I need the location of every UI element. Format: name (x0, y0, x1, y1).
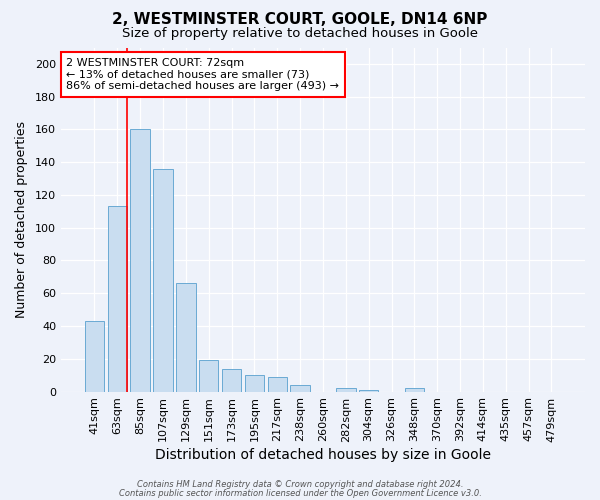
Bar (130, 130, 150, 392)
Bar (154, 168, 173, 392)
Bar (245, 375, 264, 392)
Y-axis label: Number of detached properties: Number of detached properties (15, 121, 28, 318)
Text: Contains public sector information licensed under the Open Government Licence v3: Contains public sector information licen… (119, 490, 481, 498)
X-axis label: Distribution of detached houses by size in Goole: Distribution of detached houses by size … (155, 448, 491, 462)
Bar (359, 390, 379, 392)
Bar (222, 368, 241, 392)
Bar (268, 377, 287, 392)
Text: Size of property relative to detached houses in Goole: Size of property relative to detached ho… (122, 28, 478, 40)
Bar (290, 385, 310, 392)
Text: 2, WESTMINSTER COURT, GOOLE, DN14 6NP: 2, WESTMINSTER COURT, GOOLE, DN14 6NP (112, 12, 488, 28)
Bar (199, 360, 218, 392)
Bar (176, 284, 196, 392)
Bar (107, 206, 127, 392)
Text: Contains HM Land Registry data © Crown copyright and database right 2024.: Contains HM Land Registry data © Crown c… (137, 480, 463, 489)
Text: 2 WESTMINSTER COURT: 72sqm
← 13% of detached houses are smaller (73)
86% of semi: 2 WESTMINSTER COURT: 72sqm ← 13% of deta… (66, 58, 339, 91)
Bar (404, 388, 424, 392)
Bar (336, 388, 356, 392)
Bar (85, 321, 104, 392)
